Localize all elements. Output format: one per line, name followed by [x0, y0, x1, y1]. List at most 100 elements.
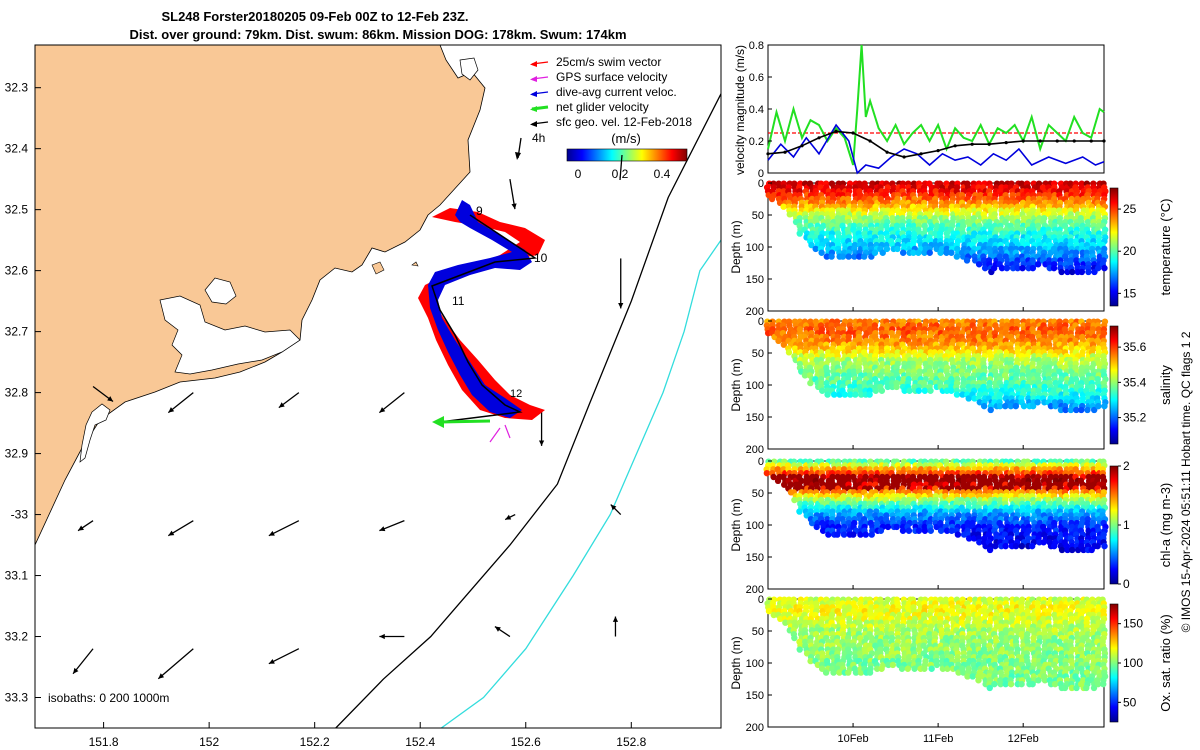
section-sample-point — [1101, 264, 1108, 272]
section-sample-point — [893, 383, 900, 391]
geo-arrow-head — [610, 504, 617, 511]
section-sample-point — [878, 665, 885, 672]
legend-entry: sfc geo. vel. 12-Feb-2018 — [530, 115, 692, 129]
section-sample-point — [893, 523, 900, 531]
section-sample-point — [1019, 264, 1026, 272]
glider-net-velocity-arrow — [432, 416, 491, 428]
section-sample-point — [910, 249, 917, 256]
section-sample-point — [834, 531, 841, 538]
section-sample-point — [841, 391, 849, 398]
geo-arrow-head — [268, 658, 275, 664]
section-sample-point — [780, 203, 787, 210]
section-y-tick-label: 50 — [752, 348, 764, 360]
estuary — [79, 403, 111, 463]
geo-velocity-arrow — [167, 392, 194, 414]
section-sample-point — [998, 264, 1006, 272]
section-sample-point — [1050, 264, 1058, 272]
section-sample-point — [840, 531, 848, 538]
colorbar-tick-label: 35.2 — [1123, 411, 1147, 425]
section-sample-point — [883, 245, 891, 253]
map-x-tick-label: 151.8 — [89, 735, 119, 749]
geo-arrow-head — [379, 407, 386, 413]
map-y-tick-label: 32.7 — [5, 325, 29, 339]
geo-arrow-head — [505, 514, 512, 520]
section-ylabel: Depth (m) — [729, 498, 743, 551]
section-colorbar — [1109, 325, 1119, 445]
section-sample-point — [879, 249, 886, 256]
section-y-tick-label: 50 — [752, 488, 764, 500]
legend-swatch-head — [530, 91, 537, 97]
geo-arrow-head — [268, 530, 275, 536]
section-y-tick-label: 200 — [746, 444, 764, 456]
geo-arrow-head — [618, 303, 624, 309]
geo-arrow-head — [107, 396, 114, 402]
lake-1 — [159, 295, 301, 375]
section-sample-point — [943, 249, 950, 256]
section-sample-point — [828, 253, 835, 260]
velocity-series-layer: 00.20.40.60.8 — [749, 40, 1106, 180]
legend-entry: 25cm/s swim vector — [530, 55, 661, 69]
lake-2 — [204, 277, 237, 305]
colorbar-tick-label: 25 — [1123, 202, 1137, 216]
velocity-y-tick-label: 0 — [758, 168, 764, 180]
velocity-point — [800, 144, 804, 148]
section-sample-point — [927, 387, 934, 394]
velocity-point — [953, 144, 957, 148]
section-sample-point — [844, 669, 852, 676]
map-y-tick-label: 33.2 — [5, 630, 29, 644]
map-y-tick-label: 33.3 — [5, 691, 29, 705]
section-sample-point — [850, 531, 857, 538]
section-sample-point — [1029, 680, 1036, 688]
section-sample-point — [1034, 399, 1041, 406]
legend-swatch-head — [530, 106, 537, 112]
section-y-tick-label: 100 — [746, 520, 764, 532]
section-sample-point — [921, 387, 929, 394]
geo-arrow-shaft — [157, 648, 194, 680]
velocity-point — [1055, 139, 1059, 143]
section-sample-point — [839, 253, 847, 260]
velocity-point — [902, 155, 906, 159]
section-sample-point — [971, 257, 979, 264]
velocity-point — [1089, 139, 1093, 143]
colorbar-tick-label: 0 — [1123, 577, 1130, 591]
legend-entry: GPS surface velocity — [530, 70, 667, 84]
section-sample-point — [921, 665, 928, 672]
geo-arrow-head — [379, 526, 386, 532]
map-x-tick-label: 152.6 — [511, 735, 541, 749]
geo-arrow-shaft — [268, 520, 300, 537]
section-y-tick-label: 150 — [746, 552, 764, 564]
section-sample-point — [774, 477, 782, 485]
isobaths-label: isobaths: 0 200 1000m — [48, 691, 169, 705]
day-label-12: 12 — [510, 388, 522, 400]
section-sample-point — [878, 387, 886, 394]
colorbar-tick-label: 15 — [1123, 286, 1137, 300]
section-sample-point — [845, 253, 852, 260]
geo-arrow-head — [724, 103, 729, 108]
title-line-1: SL248 Forster20180205 09-Feb 00Z to 12-F… — [161, 9, 468, 24]
section-sample-point — [948, 249, 955, 256]
section-sample-point — [969, 673, 976, 680]
velocity-ylabel: velocity magnitude (m/s) — [733, 45, 747, 175]
isobath-200m — [335, 93, 721, 728]
section-sample-point — [954, 531, 962, 538]
speed-colorbar — [566, 148, 688, 162]
section-y-tick-label: 100 — [746, 380, 764, 392]
section-sample-point — [847, 391, 854, 398]
geo-velocity-arrow — [77, 520, 94, 532]
geo-arrow-head — [158, 673, 165, 679]
geo-velocity-arrow — [538, 410, 545, 446]
section-sample-point — [1050, 542, 1058, 550]
section-sample-point — [1084, 406, 1091, 414]
section-sample-point — [927, 527, 935, 534]
section-sample-point — [1007, 680, 1015, 688]
velocity-y-tick-label: 0.4 — [749, 104, 764, 116]
section-colorbar — [1109, 465, 1119, 585]
section-data-cloud — [763, 180, 1109, 276]
geo-arrow-head — [538, 440, 545, 446]
section-sample-point — [877, 527, 885, 534]
velocity-point — [1004, 141, 1008, 145]
map-y-tick-label: 32.6 — [5, 264, 29, 278]
section-sample-point — [1035, 677, 1042, 684]
section-sample-point — [987, 406, 994, 414]
